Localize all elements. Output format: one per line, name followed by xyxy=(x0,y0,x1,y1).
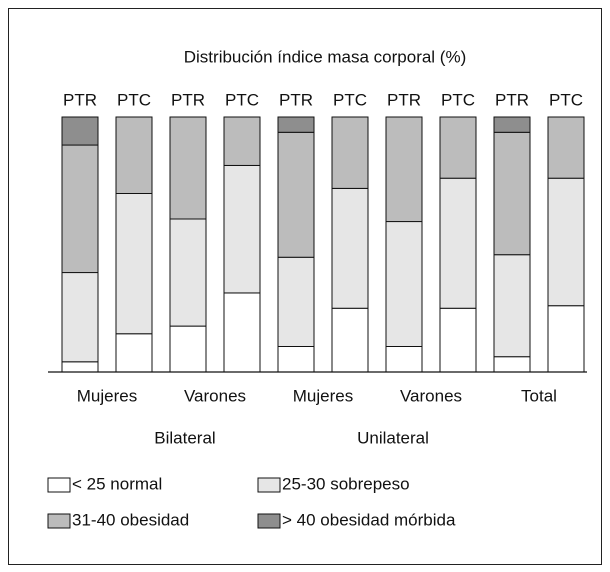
group-label: Mujeres xyxy=(77,386,137,405)
bar-segment xyxy=(493,356,531,373)
bar-segment xyxy=(439,116,477,179)
bar-label: PTR xyxy=(279,90,313,109)
supergroup-label: Unilateral xyxy=(357,428,429,447)
bar-segment xyxy=(115,193,153,335)
bar-label: PTR xyxy=(387,90,421,109)
bar-segment xyxy=(115,333,153,373)
bar-label: PTR xyxy=(495,90,529,109)
bar-segment xyxy=(277,131,315,258)
bar-segment xyxy=(169,218,207,327)
bar-segment xyxy=(223,116,261,166)
bar-segment xyxy=(61,116,99,146)
legend-label: < 25 normal xyxy=(72,474,162,493)
group-label: Mujeres xyxy=(293,386,353,405)
bar-segment xyxy=(547,116,585,179)
bar-segment xyxy=(385,116,423,223)
bar-segment xyxy=(385,221,423,347)
legend-swatch xyxy=(47,513,71,529)
bar-segment xyxy=(331,116,369,189)
bar-segment xyxy=(331,187,369,309)
bar-segment xyxy=(223,292,261,373)
bar-segment xyxy=(547,177,585,307)
frame xyxy=(8,8,602,565)
group-label: Total xyxy=(521,386,557,405)
bar-label: PTC xyxy=(333,90,367,109)
bar-segment xyxy=(547,305,585,373)
bar-segment xyxy=(493,254,531,358)
legend-swatch xyxy=(257,513,281,529)
bar-segment xyxy=(61,361,99,373)
legend-label: 31-40 obesidad xyxy=(72,510,189,529)
bar-segment xyxy=(385,346,423,373)
bar-segment xyxy=(493,116,531,133)
bar-segment xyxy=(61,272,99,363)
bar-segment xyxy=(169,116,207,220)
bar-label: PTC xyxy=(117,90,151,109)
bar-segment xyxy=(331,307,369,373)
bar-segment xyxy=(169,325,207,373)
supergroup-label: Bilateral xyxy=(154,428,215,447)
bar-segment xyxy=(115,116,153,194)
bar-segment xyxy=(277,346,315,373)
bar-label: PTC xyxy=(441,90,475,109)
legend-swatch xyxy=(47,477,71,493)
bar-segment xyxy=(277,256,315,347)
bar-segment xyxy=(493,131,531,256)
legend-label: 25-30 sobrepeso xyxy=(282,474,410,493)
chart-title: Distribución índice masa corporal (%) xyxy=(184,47,467,66)
group-label: Varones xyxy=(400,386,462,405)
legend-swatch xyxy=(257,477,281,493)
bar-segment xyxy=(439,307,477,373)
bar-segment xyxy=(223,164,261,294)
bar-label: PTC xyxy=(549,90,583,109)
bar-segment xyxy=(277,116,315,133)
legend-label: > 40 obesidad mórbida xyxy=(282,510,456,529)
bar-label: PTR xyxy=(63,90,97,109)
bar-segment xyxy=(61,144,99,274)
bar-label: PTR xyxy=(171,90,205,109)
group-label: Varones xyxy=(184,386,246,405)
bar-segment xyxy=(439,177,477,309)
bar-label: PTC xyxy=(225,90,259,109)
